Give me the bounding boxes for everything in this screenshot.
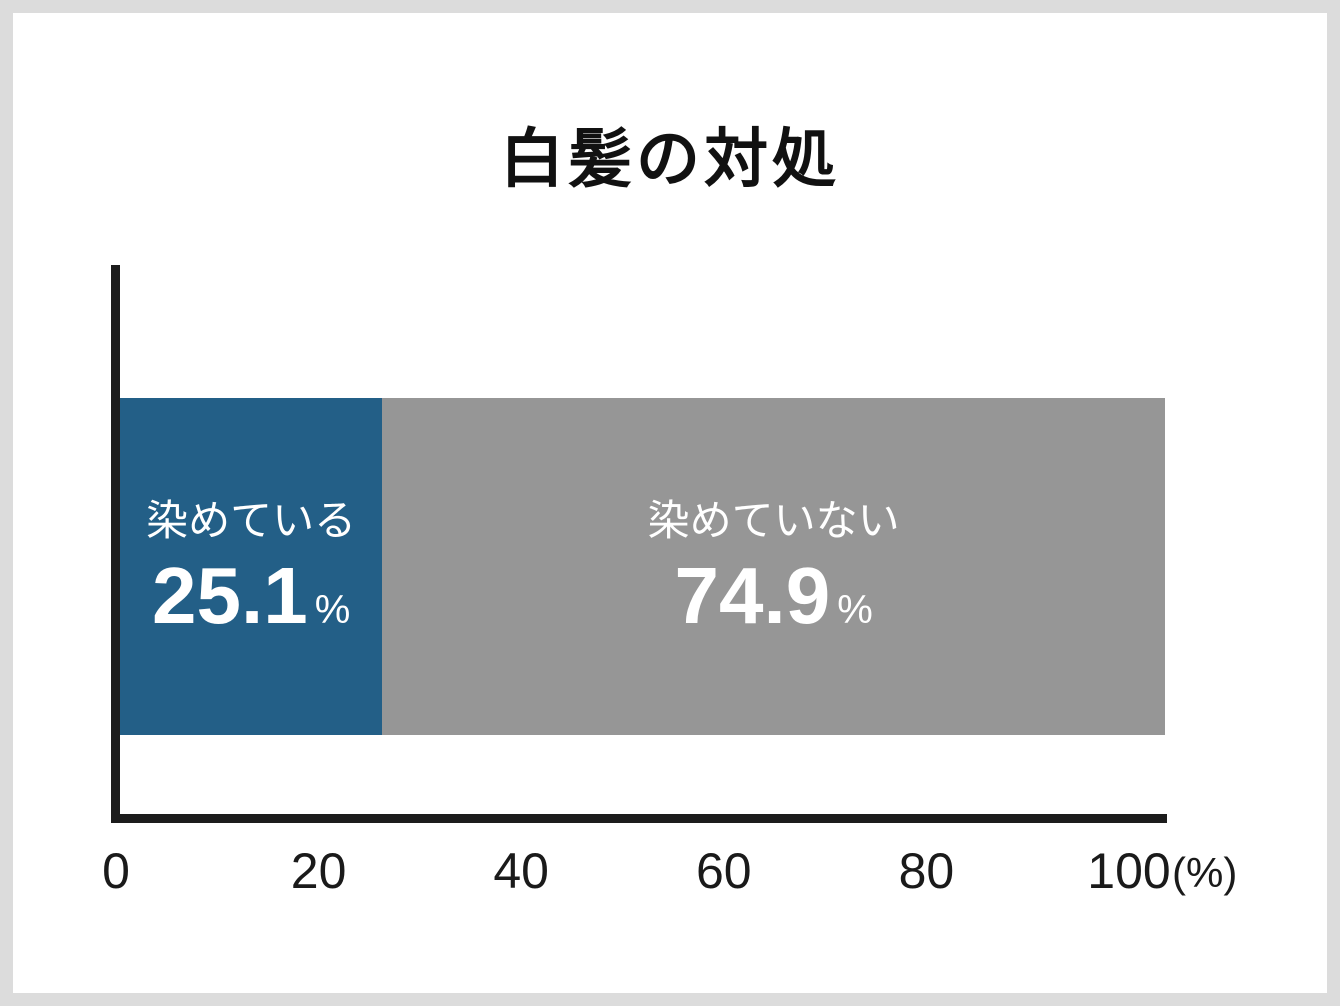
- x-axis-tick-labels: 0 20 40 60 80 100: [102, 843, 1171, 899]
- y-axis-line: [111, 265, 120, 823]
- x-tick-80: 80: [898, 843, 955, 899]
- x-tick-20: 20: [290, 843, 347, 899]
- bar-segment-not-dyeing: 染めていない 74.9 %: [382, 398, 1165, 735]
- bar-segment-dyeing-value-number: 25.1: [152, 550, 308, 640]
- x-tick-100: 100: [1087, 843, 1171, 899]
- bar-segment-dyeing-value: 25.1 %: [152, 550, 351, 640]
- x-tick-0: 0: [102, 843, 130, 899]
- bar-segment-not-dyeing-label: 染めていない: [647, 497, 900, 545]
- bar-segment-not-dyeing-value: 74.9 %: [674, 550, 873, 640]
- x-axis-line: [111, 814, 1167, 823]
- x-tick-40: 40: [493, 843, 549, 899]
- x-axis-unit-label: (%): [1172, 849, 1238, 896]
- bar-segment-dyeing: 染めている 25.1 %: [120, 398, 383, 735]
- chart-title: 白髪の対処: [500, 123, 840, 195]
- x-tick-60: 60: [695, 843, 752, 899]
- bar-segment-not-dyeing-value-number: 74.9: [674, 550, 831, 640]
- stacked-bar: 染めている 25.1 % 染めていない 74.9 %: [120, 398, 1165, 735]
- bar-segment-dyeing-label: 染めている: [146, 497, 357, 545]
- bar-segment-dyeing-value-unit: %: [314, 587, 351, 632]
- bar-segment-not-dyeing-value-unit: %: [837, 587, 873, 632]
